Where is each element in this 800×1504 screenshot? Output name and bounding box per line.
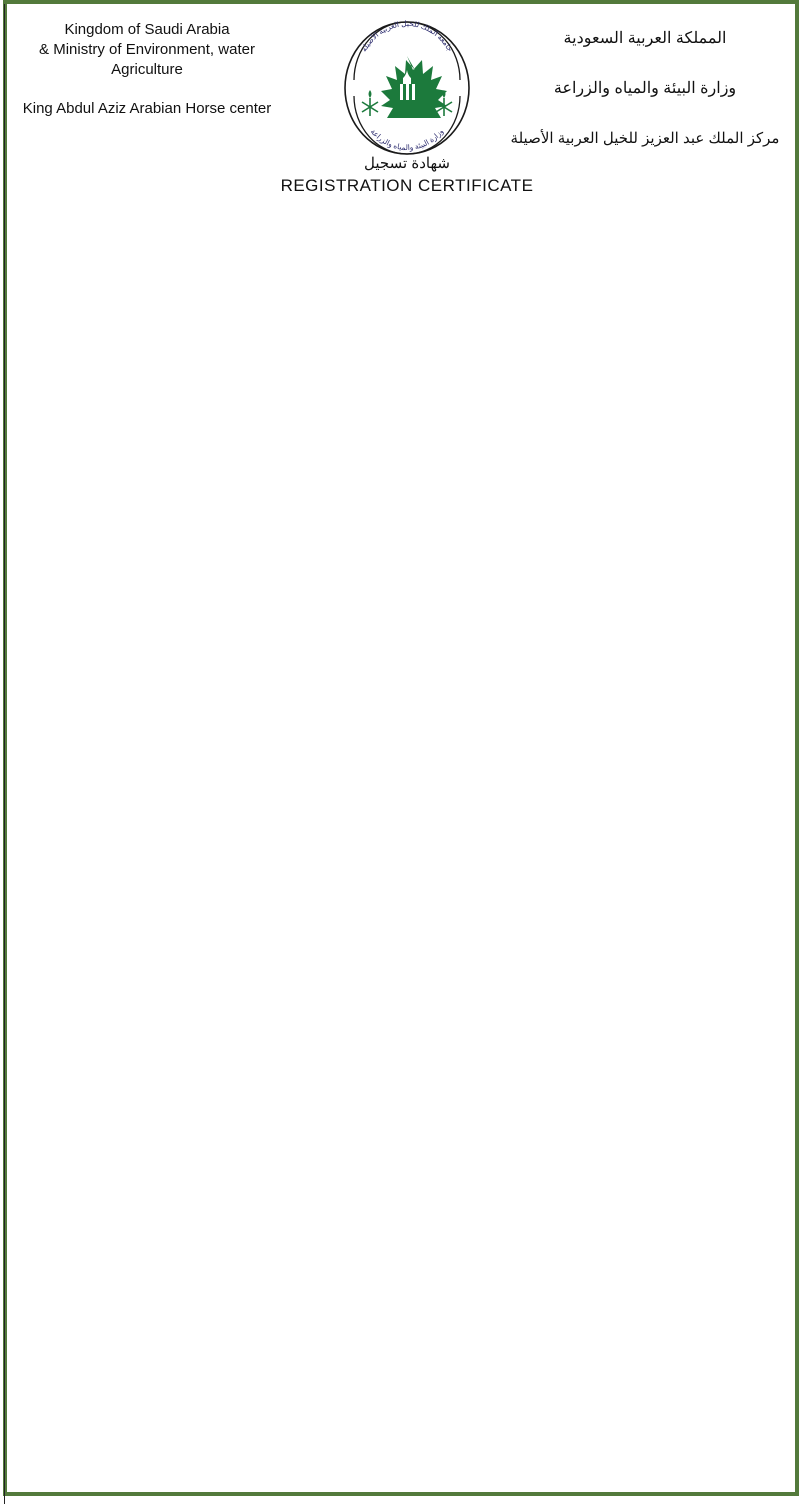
- svg-text:جامعة الملك للخيل العربية الأص: جامعة الملك للخيل العربية الأصيلة: [359, 19, 455, 54]
